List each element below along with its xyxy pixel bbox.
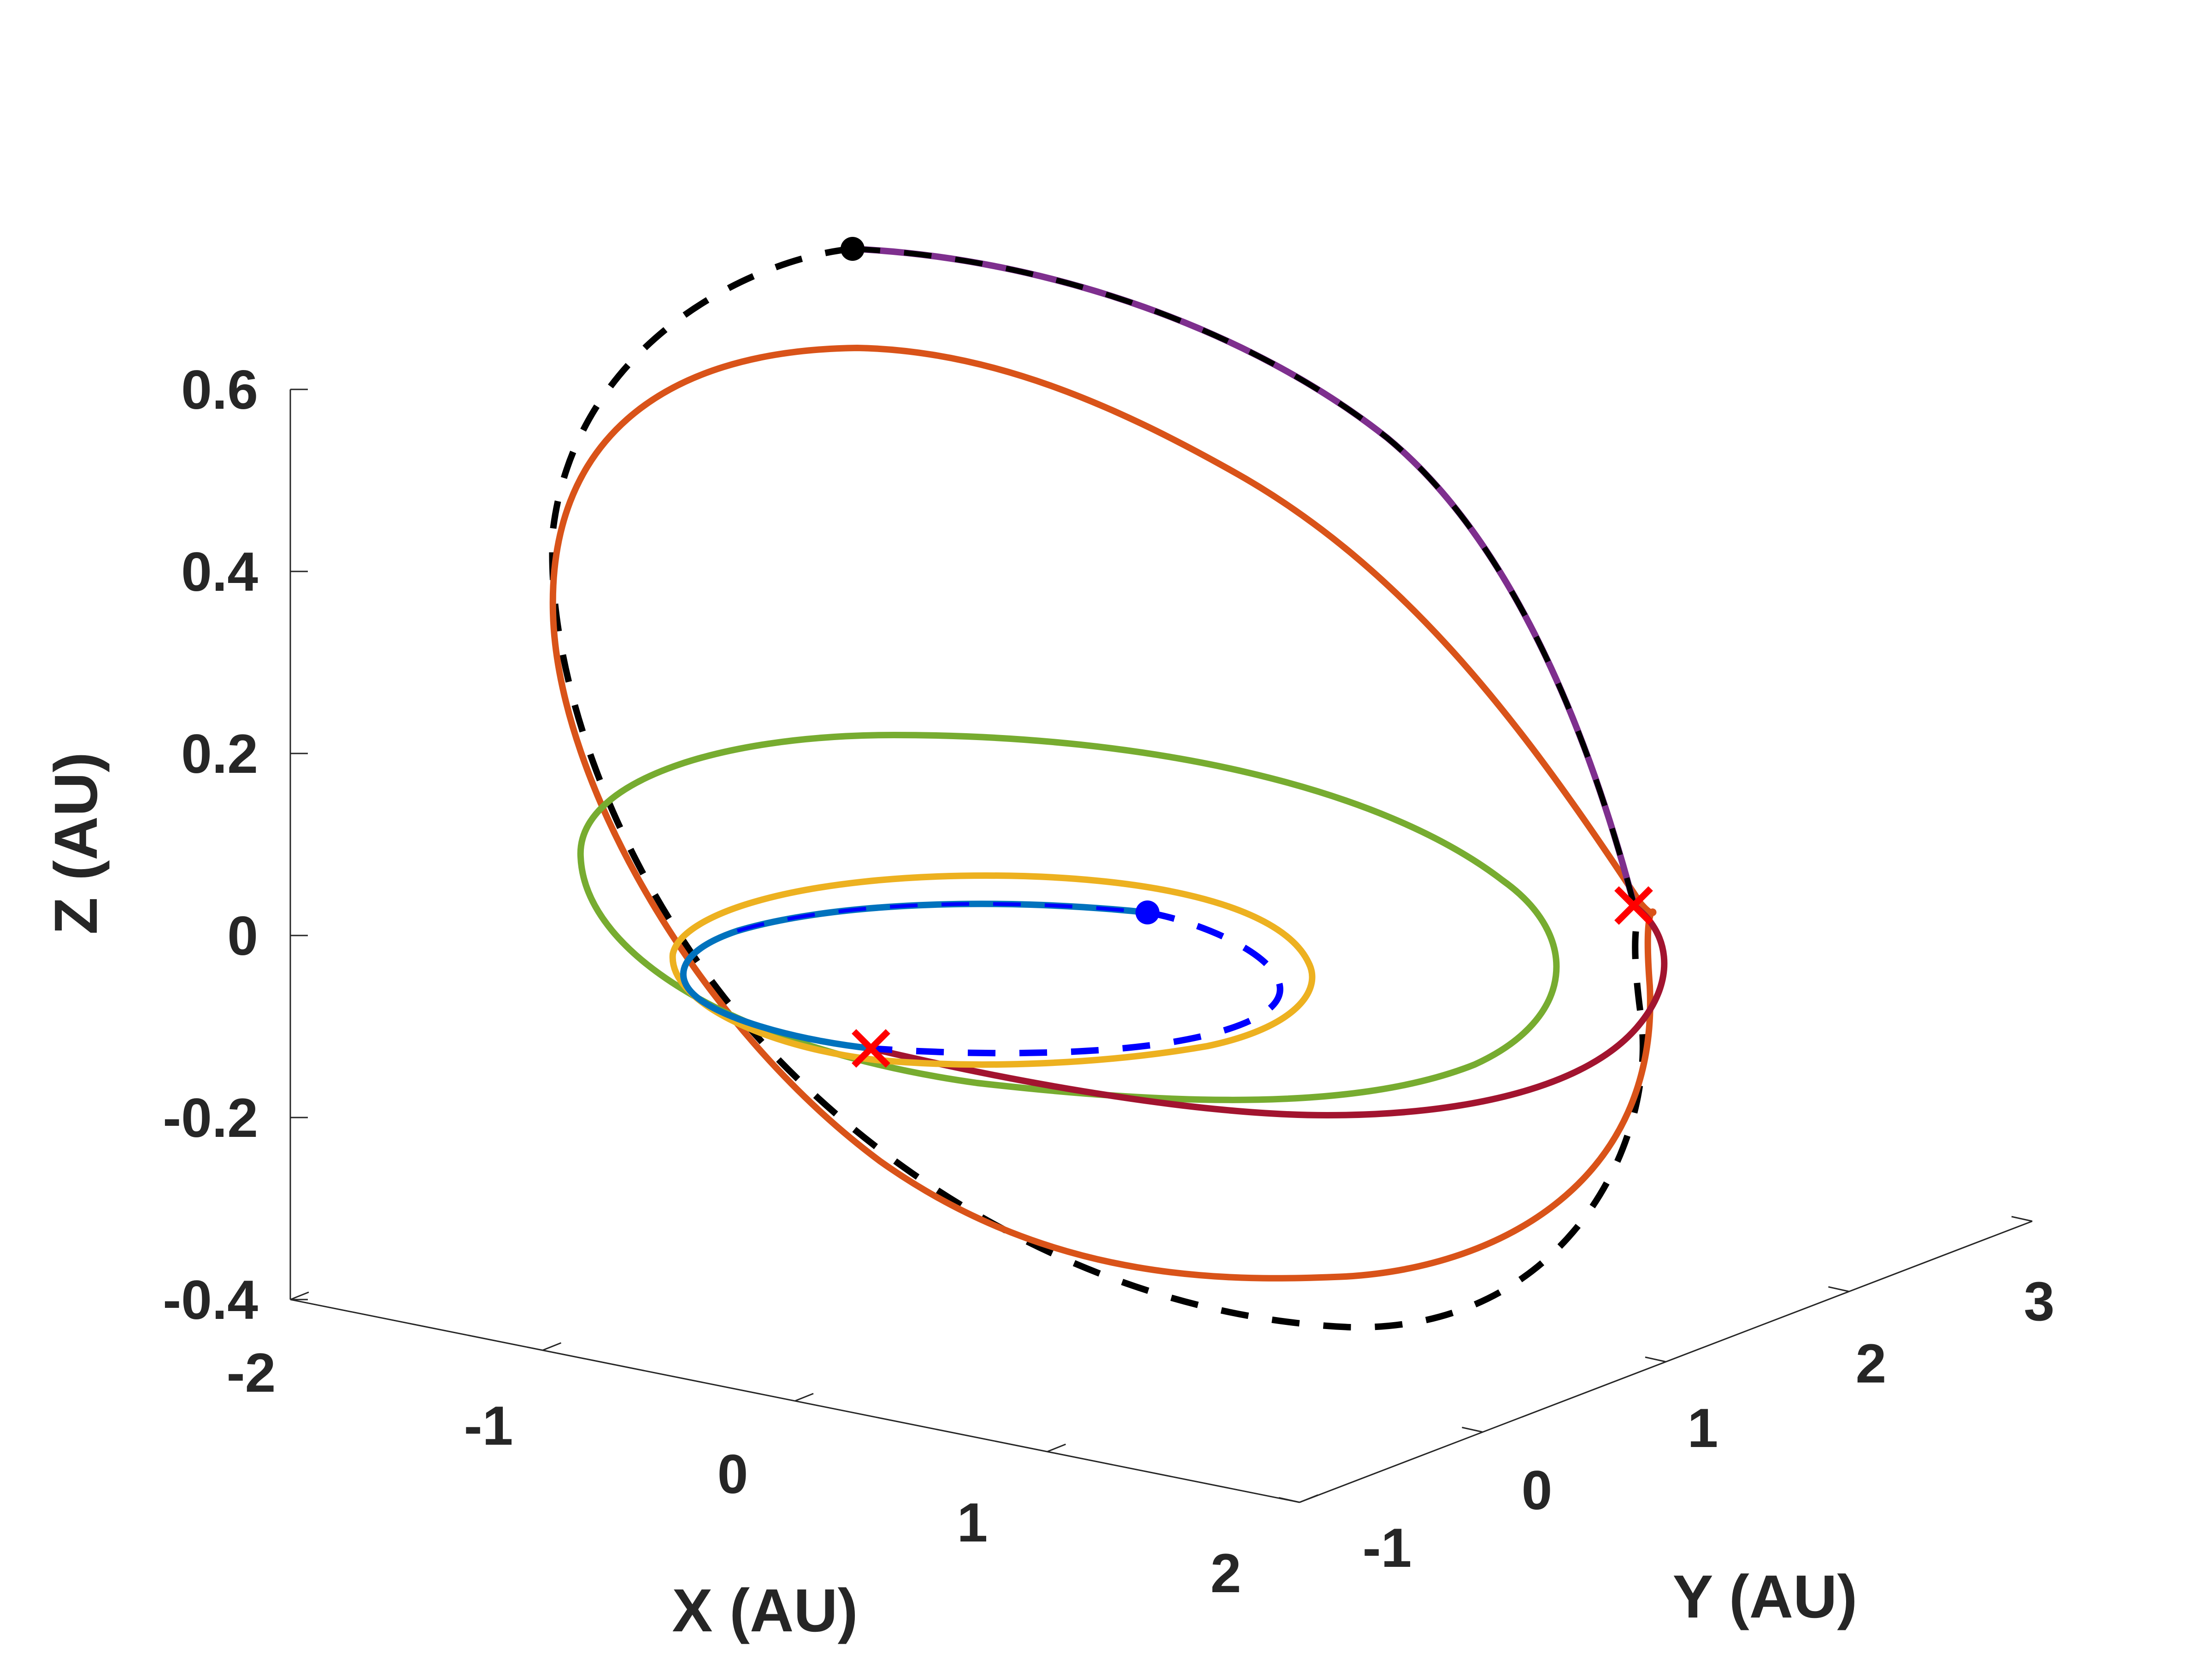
- z-axis-title: Z (AU): [42, 752, 110, 935]
- y-tick-label: 2: [1856, 1333, 1887, 1394]
- y-tick-mark: [1278, 1497, 1300, 1503]
- y-tick-mark: [1462, 1427, 1483, 1433]
- series-inner-arc: [680, 900, 1151, 1052]
- series-inner-orbit-dashed: [871, 909, 1283, 1057]
- y-axis-title: Y (AU): [1673, 1563, 1858, 1630]
- x-tick-label: -1: [464, 1395, 513, 1457]
- z-tick-label: -0.4: [163, 1269, 258, 1331]
- y-tick-mark: [1828, 1286, 1849, 1292]
- x-tick-mark: [542, 1342, 562, 1351]
- marker-arrival-x: [1614, 886, 1653, 925]
- x-tick-mark: [290, 1291, 309, 1300]
- axes: 0.6 0.4 0.2 0 -0.2 -0.4 -2 -1 0 1 2 -1 0 1 2 3: [163, 359, 2054, 1604]
- marker-outer-start-dot: [841, 237, 865, 261]
- x-tick-label: 0: [718, 1443, 748, 1505]
- series-transfer-orbit: [549, 344, 1657, 1282]
- marker-departure-x: [852, 1029, 890, 1068]
- z-tick-label: 0: [227, 905, 258, 967]
- y-tick-label: 3: [2024, 1271, 2055, 1332]
- z-tick-label: 0.6: [181, 359, 258, 421]
- z-tick-label: 0.2: [181, 723, 258, 785]
- x-tick-mark: [1047, 1443, 1066, 1453]
- y-tick-label: -1: [1363, 1517, 1412, 1579]
- orbits: [549, 246, 1668, 1331]
- markers: [841, 237, 1653, 1068]
- marker-inner-dot: [1135, 900, 1159, 924]
- y-tick-label: 1: [1688, 1397, 1718, 1459]
- z-tick-label: -0.2: [163, 1087, 258, 1149]
- z-tick-label: 0.4: [181, 541, 258, 603]
- x-tick-label: 1: [957, 1492, 988, 1553]
- series-outer-arc-dash-overlay: [852, 246, 1636, 904]
- y-tick-mark: [2011, 1216, 2033, 1222]
- series-yellow-orbit: [669, 872, 1316, 1068]
- series-green-orbit: [577, 731, 1560, 1103]
- x-tick-mark: [794, 1393, 814, 1402]
- series-outer-orbit-dashed: [549, 246, 1646, 1331]
- x-tick-label: -2: [227, 1342, 276, 1404]
- x-tick-mark: [1299, 1494, 1318, 1503]
- x-tick-label: 2: [1211, 1542, 1241, 1604]
- y-tick-label: 0: [1522, 1459, 1553, 1521]
- x-axis-title: X (AU): [672, 1577, 858, 1644]
- series-arrival-arc: [868, 902, 1668, 1119]
- y-tick-mark: [1645, 1356, 1666, 1363]
